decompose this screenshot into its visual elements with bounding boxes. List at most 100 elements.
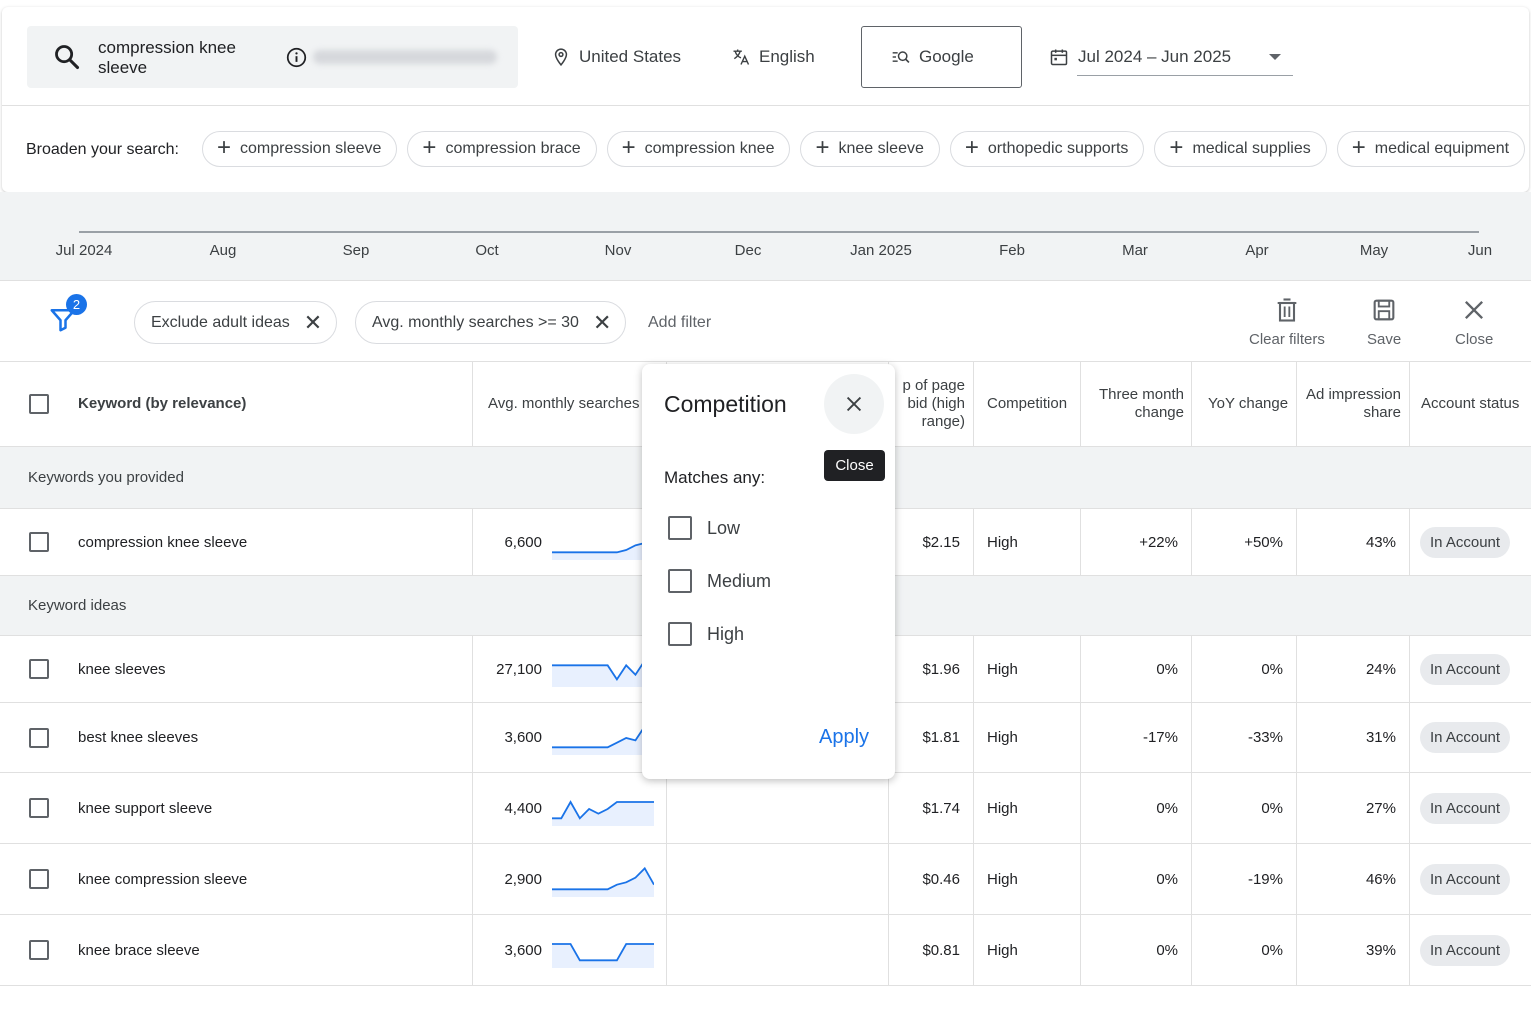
bid-cell: $0.81 [922,941,960,959]
table-row: knee compression sleeve 2,900 $0.46 High 0% -… [0,844,1531,915]
broaden-chip[interactable]: + medical supplies [1154,131,1327,167]
keyword-cell: best knee sleeves [78,729,199,746]
broaden-chip[interactable]: + orthopedic supports [949,131,1145,167]
broaden-chip[interactable]: + knee sleeve [800,131,940,167]
row-checkbox[interactable] [29,940,49,960]
sparkline-area [552,801,654,826]
competition-cell: High [987,660,1018,678]
timeline-tick: Nov [604,242,632,259]
row-checkbox[interactable] [29,532,49,552]
timeline-axis[interactable] [79,231,1479,233]
close-icon[interactable]: ✕ [303,309,323,335]
header-avg-searches[interactable]: Avg. monthly searches [488,395,640,412]
add-filter-button[interactable]: Add filter [648,314,712,331]
popup-close-button[interactable] [824,374,884,434]
row-checkbox[interactable] [29,798,49,818]
header-account-status[interactable]: Account status [1421,395,1520,412]
header-keyword[interactable]: Keyword (by relevance) [78,395,247,412]
filter-chip-searches[interactable]: Avg. monthly searches >= 30 ✕ [355,301,627,344]
popup-title: Competition [664,391,787,417]
trash-icon [1277,298,1297,322]
location-label: United States [579,47,682,66]
competition-cell: High [987,870,1018,888]
date-range-label: Jul 2024 – Jun 2025 [1078,47,1232,66]
header-three-month[interactable]: Three month change [1098,386,1184,421]
timeline-tick: Apr [1245,242,1269,259]
three-month-cell: -17% [1142,729,1178,746]
yoy-cell: 0% [1261,941,1283,959]
three-month-cell: 0% [1156,799,1178,817]
account-status-badge: In Account [1420,863,1511,895]
ad-share-cell: 39% [1365,941,1396,959]
option-low[interactable]: Low [668,516,740,540]
option-checkbox[interactable] [668,516,692,540]
column-divider [1409,362,1410,986]
competition-cell: High [987,533,1018,551]
keyword-cell: knee brace sleeve [78,941,200,959]
language-selector[interactable]: English [731,26,815,88]
option-checkbox[interactable] [668,622,692,646]
row-checkbox[interactable] [29,869,49,889]
keyword-cell: knee sleeves [78,660,166,678]
clear-filters-button[interactable]: Clear filters [1249,296,1325,348]
select-all-checkbox[interactable] [29,394,49,414]
translate-icon [733,49,750,65]
apply-button[interactable]: Apply [819,726,870,748]
ad-share-cell: 43% [1365,533,1396,551]
trend-sparkline [552,942,654,968]
keyword-cell: knee support sleeve [78,799,213,817]
yoy-cell: 0% [1261,799,1283,817]
ad-share-cell: 27% [1365,799,1396,817]
three-month-cell: 0% [1156,660,1178,678]
timeline-tick: Dec [734,242,762,259]
header-competition[interactable]: Competition [987,395,1068,412]
timeline-tick: Jan 2025 [850,242,912,259]
date-range-selector[interactable]: Jul 2024 – Jun 2025 [1049,26,1293,88]
timeline-tick: Feb [999,242,1025,259]
competition-cell: High [987,941,1018,959]
header-ad-share[interactable]: Ad impression share [1305,386,1401,421]
search-icon [55,45,80,70]
sparkline-area [552,726,654,755]
bid-cell: $1.81 [922,729,960,746]
info-icon[interactable] [286,47,307,68]
network-selector[interactable]: Google [861,26,1022,88]
group-label: Keywords you provided [28,469,184,486]
keyword-search-box[interactable]: compression knee sleeve [27,26,518,88]
bid-cell: $0.46 [922,870,960,888]
network-label: Google [919,47,974,66]
close-filters-button[interactable]: Close [1455,296,1493,348]
plus-icon: + [1169,134,1184,161]
broaden-chip[interactable]: + compression sleeve [202,131,398,167]
searches-cell: 4,400 [504,799,542,817]
sparkline-line [552,866,654,890]
option-medium[interactable]: Medium [668,569,771,593]
location-selector[interactable]: United States [551,26,681,88]
header-top-bid-high[interactable]: p of page bid (high range) [902,377,965,430]
ad-share-cell: 46% [1365,870,1396,888]
sparkline-area [552,867,654,897]
broaden-chip[interactable]: + compression brace [407,131,597,167]
account-status-badge: In Account [1420,934,1511,966]
timeline-range[interactable]: Jul 2024 Aug Sep Oct Nov Dec Jan 2025 Fe… [0,192,1531,281]
timeline-tick: Sep [342,242,370,259]
sparkline-area [552,943,654,968]
row-checkbox[interactable] [29,659,49,679]
row-checkbox[interactable] [29,727,49,748]
search-query[interactable]: compression knee sleeve [98,38,236,77]
filter-chip-adult[interactable]: Exclude adult ideas ✕ [134,301,338,344]
header-yoy[interactable]: YoY change [1208,395,1289,412]
trend-sparkline [552,799,654,826]
save-button[interactable]: Save [1367,296,1401,348]
option-checkbox[interactable] [668,569,692,593]
bid-cell: $1.96 [922,660,960,678]
three-month-cell: +22% [1139,533,1178,551]
bid-cell: $1.74 [922,799,960,817]
close-icon[interactable]: ✕ [592,309,612,335]
option-high[interactable]: High [668,622,744,646]
chevron-down-icon [1269,54,1281,60]
broaden-chip[interactable]: + medical equipment [1336,131,1526,167]
keyword-cell: knee compression sleeve [78,870,248,888]
broaden-chip[interactable]: + compression knee [606,131,791,167]
ad-share-cell: 31% [1365,729,1396,746]
